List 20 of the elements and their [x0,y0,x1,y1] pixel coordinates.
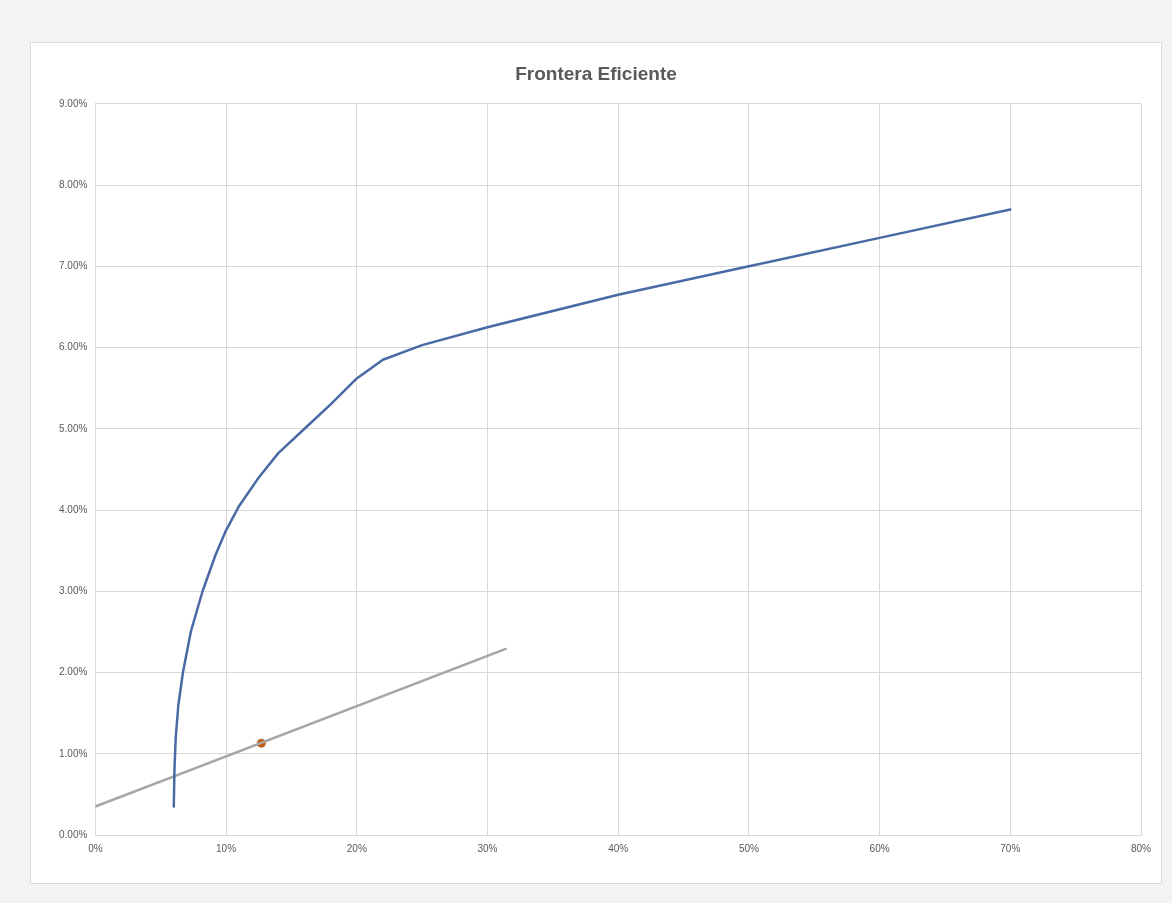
chart-title: Frontera Eficiente [515,62,677,84]
x-tick-label: 80% [1130,842,1152,854]
x-tick-label: 0% [88,842,103,854]
x-tick-label: 20% [346,842,367,854]
y-tick-label: 0.00% [59,828,88,840]
y-tick-label: 8.00% [59,178,88,190]
y-tick-label: 2.00% [59,666,88,678]
y-tick-label: 4.00% [59,503,88,515]
y-tick-label: 1.00% [59,747,88,759]
x-tick-label: 50% [738,842,759,854]
y-tick-label: 9.00% [59,97,88,109]
y-tick-label: 3.00% [59,585,88,597]
x-tick-label: 10% [216,842,237,854]
x-tick-label: 40% [608,842,629,854]
x-tick-label: 30% [477,842,498,854]
x-tick-label: 70% [1000,842,1021,854]
y-tick-label: 6.00% [59,341,88,353]
y-tick-label: 5.00% [59,422,88,434]
y-tick-label: 7.00% [59,260,88,272]
x-tick-label: 60% [869,842,890,854]
